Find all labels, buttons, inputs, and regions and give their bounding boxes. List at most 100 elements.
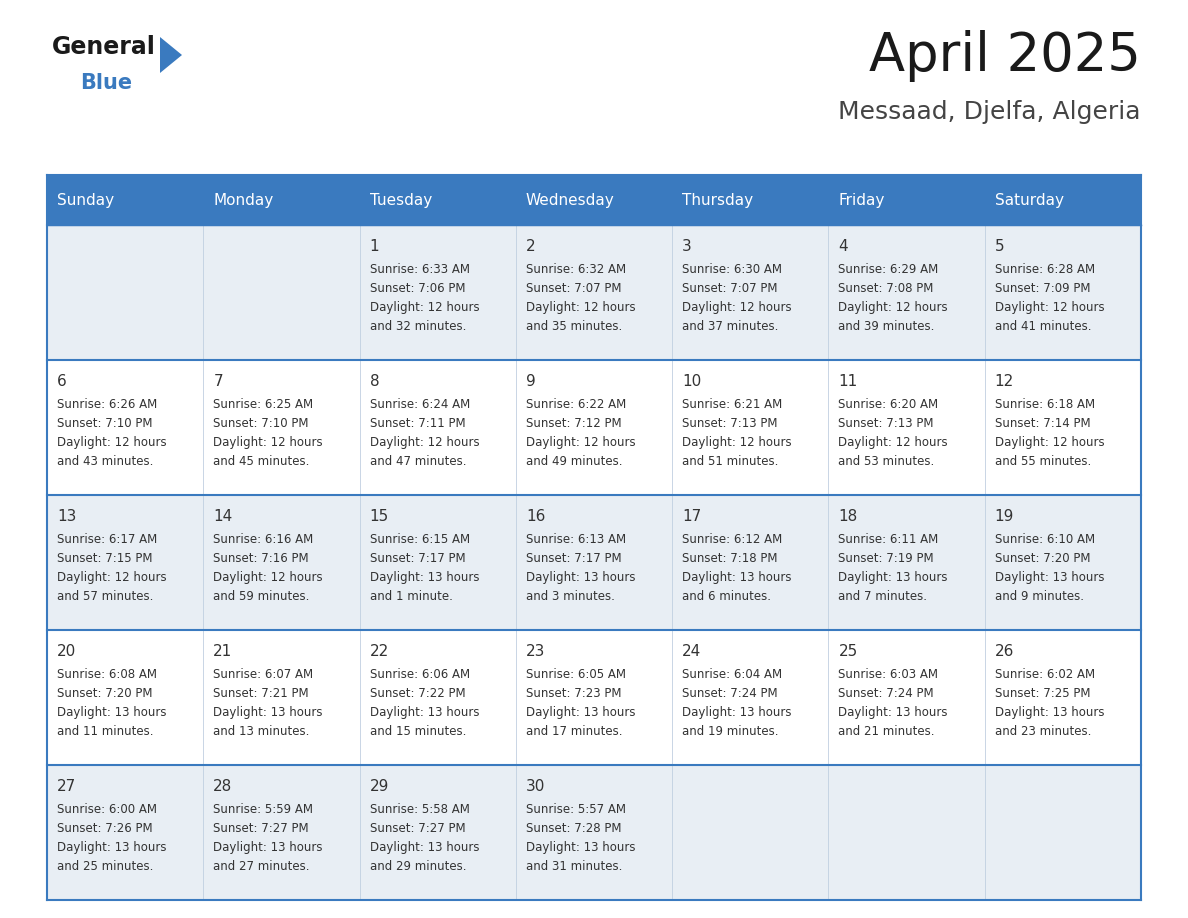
Text: Sunset: 7:24 PM: Sunset: 7:24 PM (839, 687, 934, 700)
Text: Daylight: 13 hours: Daylight: 13 hours (369, 571, 479, 584)
Text: Daylight: 12 hours: Daylight: 12 hours (682, 301, 791, 314)
Text: General: General (52, 35, 156, 59)
Text: 6: 6 (57, 374, 67, 389)
Text: Sunrise: 5:58 AM: Sunrise: 5:58 AM (369, 803, 469, 816)
Text: and 35 minutes.: and 35 minutes. (526, 320, 623, 333)
Text: 1: 1 (369, 239, 379, 254)
Text: 26: 26 (994, 644, 1015, 659)
Text: Daylight: 12 hours: Daylight: 12 hours (526, 301, 636, 314)
Text: Sunrise: 6:15 AM: Sunrise: 6:15 AM (369, 533, 469, 546)
Text: 9: 9 (526, 374, 536, 389)
Text: and 51 minutes.: and 51 minutes. (682, 455, 778, 468)
Text: Sunset: 7:14 PM: Sunset: 7:14 PM (994, 417, 1091, 430)
Text: and 19 minutes.: and 19 minutes. (682, 725, 778, 738)
Text: 30: 30 (526, 779, 545, 794)
Text: 21: 21 (214, 644, 233, 659)
Text: Sunrise: 6:25 AM: Sunrise: 6:25 AM (214, 398, 314, 411)
Text: Sunset: 7:24 PM: Sunset: 7:24 PM (682, 687, 778, 700)
Text: Sunrise: 6:16 AM: Sunrise: 6:16 AM (214, 533, 314, 546)
Text: Sunrise: 6:30 AM: Sunrise: 6:30 AM (682, 263, 782, 276)
Text: Sunset: 7:15 PM: Sunset: 7:15 PM (57, 552, 152, 565)
Text: Sunrise: 6:22 AM: Sunrise: 6:22 AM (526, 398, 626, 411)
Text: 17: 17 (682, 509, 701, 524)
Text: 11: 11 (839, 374, 858, 389)
Text: Daylight: 13 hours: Daylight: 13 hours (57, 706, 166, 719)
Text: April 2025: April 2025 (870, 30, 1140, 82)
Text: 14: 14 (214, 509, 233, 524)
Text: Sunset: 7:07 PM: Sunset: 7:07 PM (682, 282, 778, 295)
Text: and 31 minutes.: and 31 minutes. (526, 860, 623, 873)
Text: 15: 15 (369, 509, 388, 524)
Text: and 29 minutes.: and 29 minutes. (369, 860, 466, 873)
Text: and 15 minutes.: and 15 minutes. (369, 725, 466, 738)
Text: Sunrise: 6:18 AM: Sunrise: 6:18 AM (994, 398, 1095, 411)
Text: Monday: Monday (214, 193, 273, 207)
Text: 10: 10 (682, 374, 701, 389)
Text: Sunset: 7:19 PM: Sunset: 7:19 PM (839, 552, 934, 565)
Text: and 7 minutes.: and 7 minutes. (839, 590, 928, 603)
Text: 3: 3 (682, 239, 691, 254)
Text: Sunset: 7:08 PM: Sunset: 7:08 PM (839, 282, 934, 295)
Text: Sunrise: 6:08 AM: Sunrise: 6:08 AM (57, 668, 157, 681)
Text: and 59 minutes.: and 59 minutes. (214, 590, 310, 603)
Text: 27: 27 (57, 779, 76, 794)
Text: Sunset: 7:26 PM: Sunset: 7:26 PM (57, 822, 152, 835)
Text: 18: 18 (839, 509, 858, 524)
Text: and 55 minutes.: and 55 minutes. (994, 455, 1091, 468)
Text: Sunrise: 6:33 AM: Sunrise: 6:33 AM (369, 263, 469, 276)
Text: and 39 minutes.: and 39 minutes. (839, 320, 935, 333)
Text: Sunset: 7:13 PM: Sunset: 7:13 PM (839, 417, 934, 430)
Text: Sunrise: 5:59 AM: Sunrise: 5:59 AM (214, 803, 314, 816)
Text: 29: 29 (369, 779, 388, 794)
Text: Sunrise: 6:32 AM: Sunrise: 6:32 AM (526, 263, 626, 276)
Text: 4: 4 (839, 239, 848, 254)
Text: Messaad, Djelfa, Algeria: Messaad, Djelfa, Algeria (839, 100, 1140, 124)
Text: Daylight: 13 hours: Daylight: 13 hours (214, 706, 323, 719)
Text: Daylight: 12 hours: Daylight: 12 hours (214, 436, 323, 449)
Text: Sunrise: 6:03 AM: Sunrise: 6:03 AM (839, 668, 939, 681)
Text: Sunset: 7:20 PM: Sunset: 7:20 PM (994, 552, 1091, 565)
Bar (48, 175, 1140, 225)
Text: Daylight: 12 hours: Daylight: 12 hours (682, 436, 791, 449)
Text: Sunset: 7:06 PM: Sunset: 7:06 PM (369, 282, 465, 295)
Text: Sunrise: 6:11 AM: Sunrise: 6:11 AM (839, 533, 939, 546)
Text: 12: 12 (994, 374, 1015, 389)
Text: and 37 minutes.: and 37 minutes. (682, 320, 778, 333)
Text: Sunrise: 6:20 AM: Sunrise: 6:20 AM (839, 398, 939, 411)
Text: Daylight: 13 hours: Daylight: 13 hours (682, 571, 791, 584)
Text: Daylight: 13 hours: Daylight: 13 hours (839, 706, 948, 719)
Text: 2: 2 (526, 239, 536, 254)
Text: Daylight: 13 hours: Daylight: 13 hours (526, 571, 636, 584)
Text: and 13 minutes.: and 13 minutes. (214, 725, 310, 738)
Text: Sunrise: 6:24 AM: Sunrise: 6:24 AM (369, 398, 469, 411)
Text: and 21 minutes.: and 21 minutes. (839, 725, 935, 738)
Text: Sunrise: 6:02 AM: Sunrise: 6:02 AM (994, 668, 1095, 681)
Text: Daylight: 12 hours: Daylight: 12 hours (369, 301, 479, 314)
Text: Sunset: 7:27 PM: Sunset: 7:27 PM (214, 822, 309, 835)
Text: Sunset: 7:20 PM: Sunset: 7:20 PM (57, 687, 152, 700)
Text: Sunrise: 6:28 AM: Sunrise: 6:28 AM (994, 263, 1095, 276)
Text: 22: 22 (369, 644, 388, 659)
Text: Sunset: 7:25 PM: Sunset: 7:25 PM (994, 687, 1091, 700)
Text: Sunrise: 6:05 AM: Sunrise: 6:05 AM (526, 668, 626, 681)
Polygon shape (160, 37, 182, 73)
Text: and 6 minutes.: and 6 minutes. (682, 590, 771, 603)
Text: and 23 minutes.: and 23 minutes. (994, 725, 1091, 738)
Text: Friday: Friday (839, 193, 885, 207)
Text: and 9 minutes.: and 9 minutes. (994, 590, 1083, 603)
Text: 16: 16 (526, 509, 545, 524)
Text: Sunset: 7:07 PM: Sunset: 7:07 PM (526, 282, 621, 295)
Text: Sunset: 7:09 PM: Sunset: 7:09 PM (994, 282, 1091, 295)
Bar (48, 765, 1140, 900)
Text: 7: 7 (214, 374, 223, 389)
Text: Daylight: 12 hours: Daylight: 12 hours (57, 436, 166, 449)
Text: Sunset: 7:28 PM: Sunset: 7:28 PM (526, 822, 621, 835)
Text: Daylight: 12 hours: Daylight: 12 hours (369, 436, 479, 449)
Text: and 27 minutes.: and 27 minutes. (214, 860, 310, 873)
Text: and 47 minutes.: and 47 minutes. (369, 455, 466, 468)
Text: Sunday: Sunday (57, 193, 114, 207)
Text: and 43 minutes.: and 43 minutes. (57, 455, 153, 468)
Text: 8: 8 (369, 374, 379, 389)
Text: Sunrise: 6:10 AM: Sunrise: 6:10 AM (994, 533, 1095, 546)
Text: Sunrise: 6:12 AM: Sunrise: 6:12 AM (682, 533, 783, 546)
